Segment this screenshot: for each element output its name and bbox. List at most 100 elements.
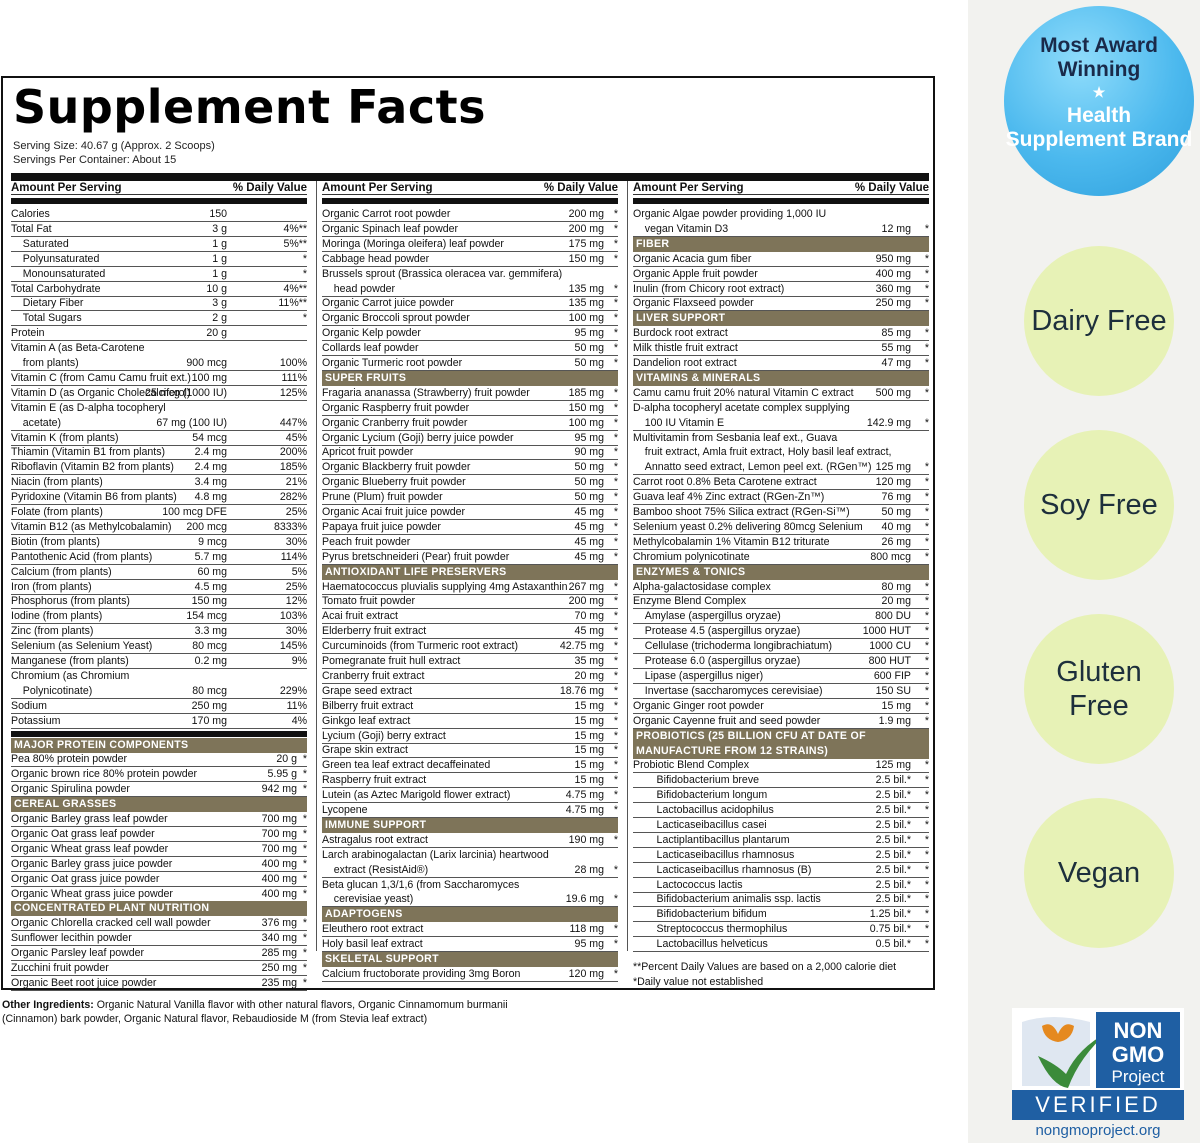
nutrient-name: Organic Wheat grass leaf powder: [11, 842, 169, 855]
nutrient-name: Bifidobacterium animalis ssp. lactis: [633, 893, 821, 906]
nutrient-row: Tomato fruit powder 200 mg *: [322, 594, 618, 610]
nutrient-dv: *: [613, 967, 618, 980]
nutrient-dv: *: [302, 932, 307, 945]
nutrient-amount: 150: [209, 208, 227, 220]
nutrient-row: Bifidobacterium bifidum 1.25 bil.* *: [633, 907, 929, 923]
nutrient-amount: 185 mg: [568, 386, 604, 399]
nutrient-row: from plants) 900 mcg 100%: [11, 356, 307, 371]
nutrient-dv: *: [613, 550, 618, 563]
nutrient-amount: 0.2 mg: [194, 655, 227, 667]
nutrient-dv: *: [613, 416, 618, 429]
nutrient-row: Organic Cayenne fruit and seed powder 1.9…: [633, 714, 929, 729]
nutrient-name: Bilberry fruit extract: [322, 699, 414, 712]
nutrient-row: Sodium 250 mg 11%: [11, 699, 307, 714]
nutrient-amount: 267 mg: [568, 580, 604, 593]
nutrient-amount: 942 mg: [261, 783, 297, 796]
nutrient-name: cerevisiae yeast): [322, 893, 414, 906]
nutrient-name: Dandelion root extract: [633, 357, 737, 369]
nutrient-dv: *: [924, 848, 929, 861]
nutrient-row: Organic Acacia gum fiber 950 mg *: [633, 252, 929, 267]
nutrient-name: Organic Ginger root powder: [633, 699, 764, 712]
nutrient-row: Organic Apple fruit powder 400 mg *: [633, 267, 929, 282]
nutrient-dv: *: [613, 386, 618, 399]
nutrient-amount: 285 mg: [261, 947, 297, 960]
nutrient-amount: 20 mg: [881, 595, 911, 608]
nutrient-dv: *: [613, 476, 618, 489]
nutrient-amount: 200 mg: [568, 595, 604, 608]
column-divider: [316, 181, 317, 951]
nutrient-row: Manganese (from plants) 0.2 mg 9%: [11, 654, 307, 669]
nutrient-name: 100 IU Vitamin E: [633, 416, 725, 429]
nutrient-row: Larch arabinogalactan (Larix larcinia) h…: [322, 848, 618, 863]
nutrient-row: Organic Spinach leaf powder 200 mg *: [322, 222, 618, 237]
nongmo-url: nongmoproject.org: [1035, 1122, 1160, 1138]
nutrient-dv: *: [924, 342, 929, 355]
nutrient-name: Organic Carrot root powder: [322, 208, 451, 220]
nutrient-amount: 15 mg: [881, 699, 911, 712]
nongmo-non: NON: [1114, 1018, 1163, 1043]
nutrient-name: Total Carbohydrate: [11, 282, 101, 295]
nutrient-row: Multivitamin from Sesbania leaf ext., Gu…: [633, 431, 929, 446]
dairy-free-badge: Dairy Free: [1024, 246, 1174, 396]
nutrient-amount: 1000 CU: [869, 640, 911, 653]
award-line1: Most Award Winning: [1040, 34, 1158, 81]
nutrient-name: Protein: [11, 327, 45, 340]
nutrient-row: Carrot root 0.8% Beta Carotene extract 12…: [633, 475, 929, 491]
nutrient-row: Enzyme Blend Complex 20 mg *: [633, 594, 929, 610]
nutrient-amount: 50 mg: [574, 476, 604, 489]
nutrient-dv: *: [924, 684, 929, 697]
nutrient-dv: *: [302, 252, 307, 265]
column-divider: [627, 181, 628, 951]
nutrient-dv: *: [613, 759, 618, 772]
nutrient-amount: 2.4 mg: [194, 446, 227, 459]
nutrient-row: Organic Acai fruit juice powder 45 mg *: [322, 505, 618, 520]
nutrient-row: Amylase (aspergillus oryzae) 800 DU *: [633, 609, 929, 625]
footnote: **Percent Daily Values are based on a 2,…: [633, 961, 897, 973]
nutrient-row: vegan Vitamin D3 12 mg *: [633, 222, 929, 237]
nutrient-name: Dietary Fiber: [11, 297, 84, 310]
nutrient-dv: *: [613, 208, 618, 220]
nutrient-dv: *: [924, 923, 929, 936]
section-header: SUPER FRUITS: [322, 370, 618, 386]
nutrient-amount: 95 mg: [574, 938, 604, 951]
nutrient-amount: 200 mcg: [186, 520, 227, 533]
header-divider: [11, 173, 929, 181]
nutrient-amount: 50 mg: [574, 342, 604, 355]
nutrient-row: Chromium (as Chromium: [11, 669, 307, 684]
nutrient-row: Organic Barley grass leaf powder 700 mg *: [11, 812, 307, 827]
nutrient-amount: 90 mg: [574, 446, 604, 459]
nutrient-dv: *: [924, 625, 929, 638]
nutrient-dv: *: [924, 655, 929, 667]
servings-per-container: Servings Per Container: About 15: [13, 154, 177, 166]
nutrient-amount: 25 mcg (1000 IU): [145, 386, 227, 399]
nutrient-row: Calcium fructoborate providing 3mg Boron…: [322, 967, 618, 982]
nutrient-dv: *: [613, 297, 618, 310]
nutrient-row: Burdock root extract 85 mg *: [633, 326, 929, 342]
nutrient-name: Pantothenic Acid (from plants): [11, 550, 153, 563]
nutrient-name: from plants): [11, 357, 79, 369]
nutrient-row: Astragalus root extract 190 mg *: [322, 833, 618, 848]
nutrient-row: Apricot fruit powder 90 mg *: [322, 445, 618, 461]
nutrient-amount: 800 HUT: [868, 655, 911, 667]
column-divider-bar: [322, 198, 618, 204]
nutrient-dv: *: [924, 386, 929, 399]
nutrient-name: Selenium yeast 0.2% delivering 80mcg Sel…: [633, 520, 863, 533]
nutrient-amount: 2.4 mg: [194, 461, 227, 474]
nutrient-row: Streptococcus thermophilus 0.75 bil.* *: [633, 922, 929, 938]
nutrient-dv: 11%: [286, 699, 307, 712]
nutrient-dv: 200%: [279, 446, 307, 459]
nutrient-dv: *: [613, 446, 618, 459]
nutrient-dv: *: [924, 774, 929, 787]
nutrient-dv: *: [613, 610, 618, 623]
nutrient-name: Organic Broccoli sprout powder: [322, 312, 470, 325]
nutrient-name: Sunflower lecithin powder: [11, 932, 132, 945]
nutrient-amount: 15 mg: [574, 774, 604, 787]
nutrient-dv: *: [924, 714, 929, 727]
nutrient-name: Calories: [11, 208, 50, 220]
nutrient-amount: 3 g: [212, 297, 227, 310]
nutrient-name: Inulin (from Chicory root extract): [633, 282, 785, 295]
nutrient-dv: *: [302, 827, 307, 840]
nutrient-name: Tomato fruit powder: [322, 595, 416, 608]
nutrient-dv: *: [924, 669, 929, 682]
nutrient-dv: *: [613, 282, 618, 295]
